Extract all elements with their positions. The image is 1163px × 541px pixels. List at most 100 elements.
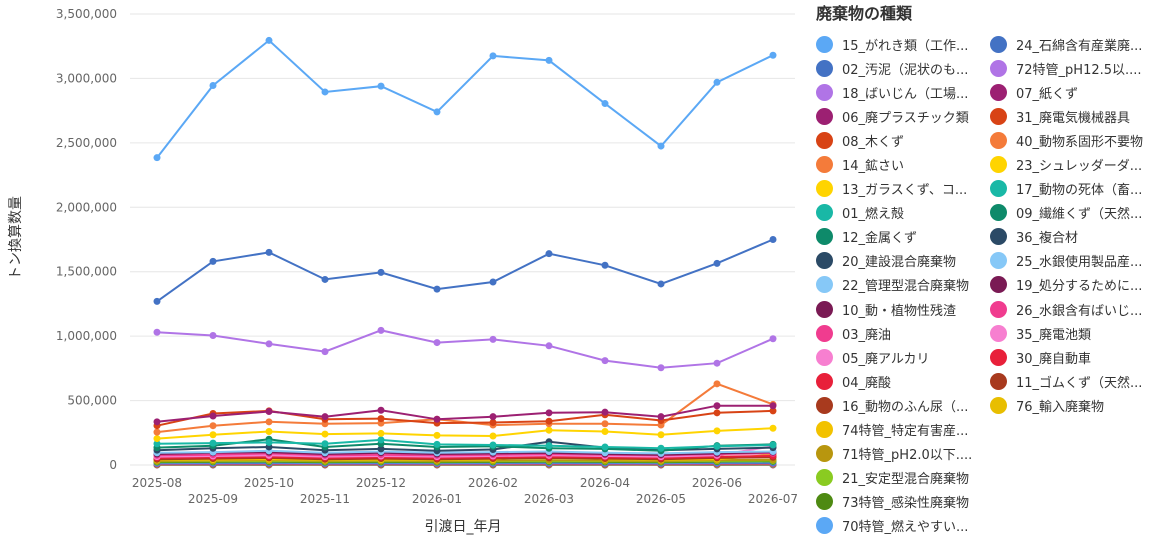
- data-point[interactable]: [657, 364, 665, 372]
- legend-item[interactable]: 08_木くず: [816, 128, 972, 152]
- legend-item[interactable]: 01_燃え殻: [816, 201, 972, 225]
- data-point[interactable]: [545, 442, 553, 450]
- legend-item[interactable]: 18_ばいじん（工場...: [816, 80, 972, 104]
- data-point[interactable]: [209, 257, 217, 265]
- legend-item[interactable]: 15_がれき類（工作...: [816, 32, 972, 56]
- data-point[interactable]: [489, 278, 497, 286]
- data-point[interactable]: [489, 441, 497, 449]
- data-point[interactable]: [601, 357, 609, 365]
- data-point[interactable]: [489, 413, 497, 421]
- data-point[interactable]: [545, 342, 553, 350]
- data-point[interactable]: [769, 441, 777, 449]
- legend-item[interactable]: 13_ガラスくず、コ...: [816, 177, 972, 201]
- data-point[interactable]: [433, 440, 441, 448]
- data-point[interactable]: [377, 429, 385, 437]
- data-point[interactable]: [601, 427, 609, 435]
- legend-item[interactable]: 02_汚泥（泥状のも...: [816, 56, 972, 80]
- data-point[interactable]: [377, 436, 385, 444]
- legend-item[interactable]: 25_水銀使用製品産...: [990, 249, 1143, 273]
- data-point[interactable]: [209, 412, 217, 420]
- data-point[interactable]: [713, 259, 721, 267]
- data-point[interactable]: [713, 78, 721, 86]
- data-point[interactable]: [433, 431, 441, 439]
- legend-item[interactable]: 22_管理型混合廃棄物: [816, 273, 972, 297]
- data-point[interactable]: [377, 406, 385, 414]
- legend-item[interactable]: 20_建設混合廃棄物: [816, 249, 972, 273]
- data-point[interactable]: [769, 236, 777, 243]
- legend-item[interactable]: 74特管_特定有害産...: [816, 418, 972, 442]
- data-point[interactable]: [601, 420, 609, 428]
- data-point[interactable]: [545, 417, 553, 425]
- data-point[interactable]: [209, 331, 217, 339]
- legend-item[interactable]: 24_石綿含有産業廃...: [990, 32, 1143, 56]
- data-point[interactable]: [489, 432, 497, 440]
- data-point[interactable]: [545, 250, 553, 258]
- legend-item[interactable]: 36_複合材: [990, 225, 1143, 249]
- data-point[interactable]: [545, 409, 553, 417]
- legend-item[interactable]: 73特管_感染性廃棄物: [816, 490, 972, 514]
- data-point[interactable]: [657, 413, 665, 421]
- legend-item[interactable]: 16_動物のふん尿（...: [816, 393, 972, 417]
- legend-item[interactable]: 35_廃電池類: [990, 321, 1143, 345]
- legend-item[interactable]: 30_廃自動車: [990, 345, 1143, 369]
- data-point[interactable]: [657, 444, 665, 452]
- legend-item[interactable]: 12_金属くず: [816, 225, 972, 249]
- data-point[interactable]: [601, 100, 609, 108]
- data-point[interactable]: [545, 426, 553, 434]
- data-point[interactable]: [657, 431, 665, 439]
- data-point[interactable]: [209, 422, 217, 430]
- legend-item[interactable]: 70特管_燃えやすい...: [816, 514, 972, 538]
- data-point[interactable]: [713, 409, 721, 417]
- data-point[interactable]: [489, 418, 497, 426]
- data-point[interactable]: [153, 328, 161, 336]
- legend-item[interactable]: 21_安定型混合廃棄物: [816, 466, 972, 490]
- legend-item[interactable]: 04_廃酸: [816, 369, 972, 393]
- data-point[interactable]: [321, 275, 329, 283]
- data-point[interactable]: [153, 435, 161, 443]
- data-point[interactable]: [265, 248, 273, 256]
- data-point[interactable]: [265, 36, 273, 44]
- data-point[interactable]: [209, 82, 217, 90]
- legend-item[interactable]: 10_動・植物性残渣: [816, 297, 972, 321]
- data-point[interactable]: [209, 431, 217, 439]
- data-point[interactable]: [209, 439, 217, 447]
- data-point[interactable]: [433, 415, 441, 423]
- legend-item[interactable]: 11_ゴムくず（天然...: [990, 369, 1143, 393]
- legend-item[interactable]: 23_シュレッダーダ...: [990, 152, 1143, 176]
- data-point[interactable]: [265, 418, 273, 426]
- legend-item[interactable]: 19_処分するために...: [990, 273, 1143, 297]
- data-point[interactable]: [601, 261, 609, 269]
- data-point[interactable]: [377, 415, 385, 423]
- data-point[interactable]: [265, 438, 273, 446]
- data-point[interactable]: [377, 445, 385, 453]
- data-point[interactable]: [713, 380, 721, 388]
- data-point[interactable]: [713, 442, 721, 450]
- data-point[interactable]: [153, 440, 161, 448]
- data-point[interactable]: [433, 339, 441, 347]
- legend-item[interactable]: 05_廃アルカリ: [816, 345, 972, 369]
- data-point[interactable]: [601, 408, 609, 416]
- legend-item[interactable]: 26_水銀含有ばいじ...: [990, 297, 1143, 321]
- data-point[interactable]: [265, 408, 273, 416]
- data-point[interactable]: [153, 418, 161, 426]
- data-point[interactable]: [489, 335, 497, 343]
- data-point[interactable]: [433, 108, 441, 116]
- legend-item[interactable]: 40_動物系固形不要物: [990, 128, 1143, 152]
- data-point[interactable]: [321, 440, 329, 448]
- data-point[interactable]: [769, 335, 777, 343]
- data-point[interactable]: [545, 56, 553, 64]
- data-point[interactable]: [769, 424, 777, 432]
- legend-item[interactable]: 09_繊維くず（天然...: [990, 201, 1143, 225]
- data-point[interactable]: [713, 427, 721, 435]
- data-point[interactable]: [433, 285, 441, 293]
- data-point[interactable]: [321, 430, 329, 438]
- data-point[interactable]: [265, 427, 273, 435]
- legend-item[interactable]: 71特管_pH2.0以下....: [816, 442, 972, 466]
- legend-item[interactable]: 06_廃プラスチック類: [816, 104, 972, 128]
- data-point[interactable]: [713, 402, 721, 410]
- legend-item[interactable]: 31_廃電気機械器具: [990, 104, 1143, 128]
- data-point[interactable]: [713, 359, 721, 367]
- data-point[interactable]: [489, 52, 497, 60]
- data-point[interactable]: [657, 280, 665, 288]
- data-point[interactable]: [377, 326, 385, 334]
